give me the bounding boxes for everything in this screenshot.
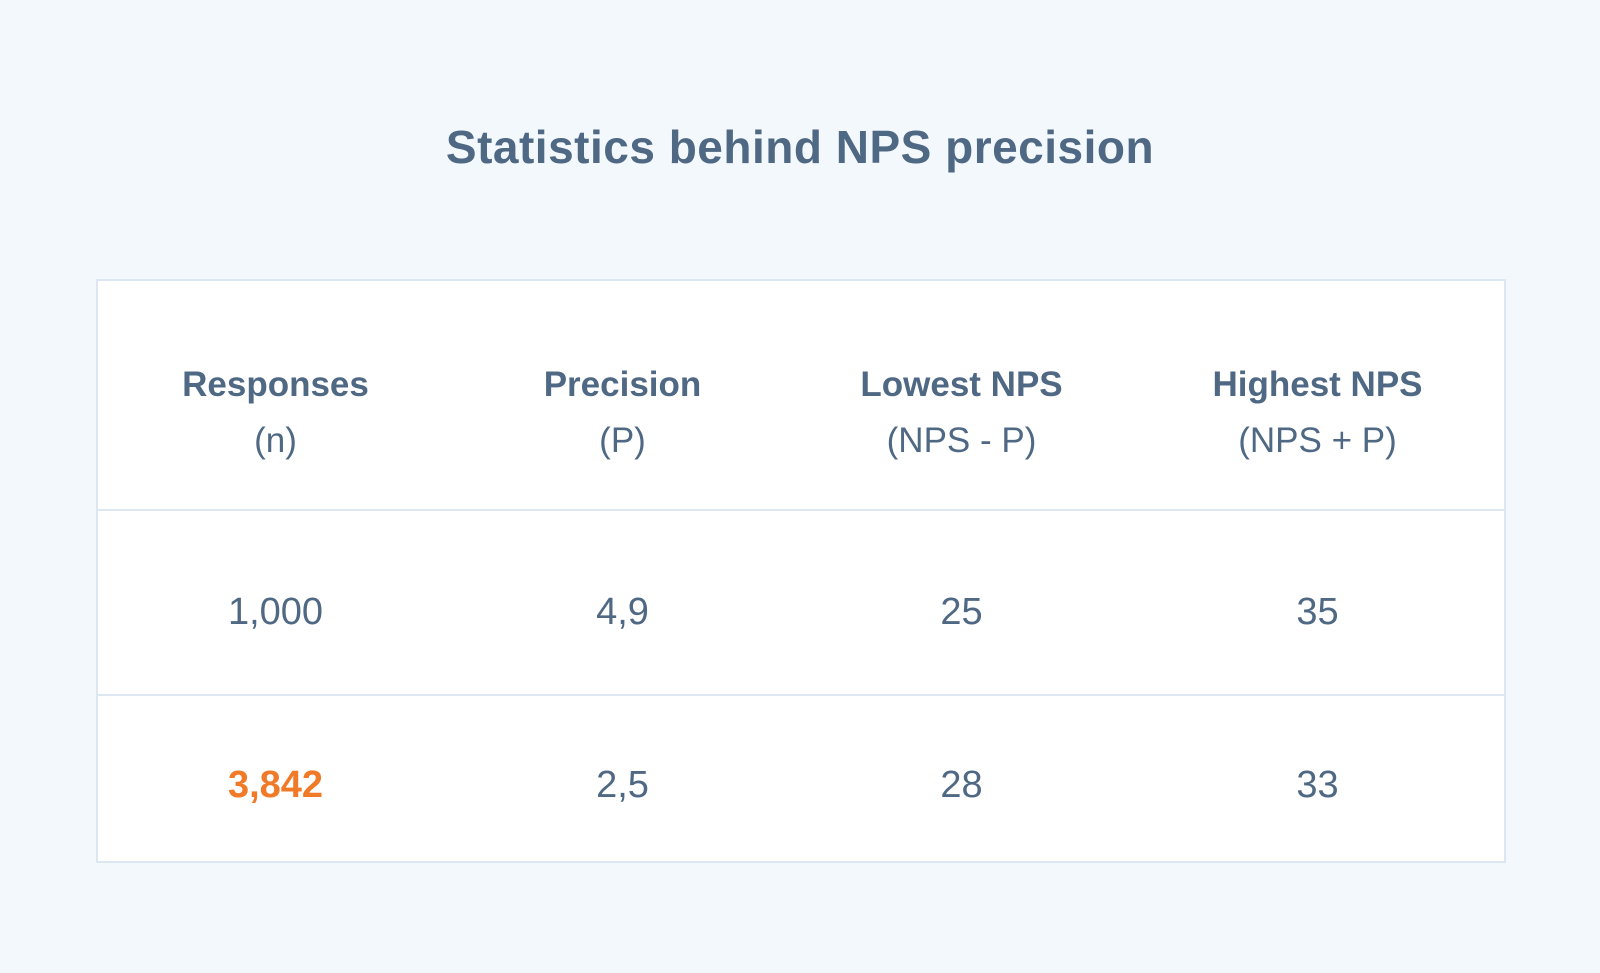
table-row: 1,000 4,9 25 35 — [98, 511, 1504, 696]
table-row: 3,842 2,5 28 33 — [98, 696, 1504, 863]
table-header-row: Responses (n) Precision (P) Lowest NPS (… — [98, 281, 1504, 511]
header-cell-precision: Precision (P) — [453, 281, 792, 509]
header-sublabel: (NPS + P) — [1238, 421, 1397, 460]
header-label: Highest NPS — [1212, 365, 1423, 404]
cell-value: 25 — [940, 591, 983, 633]
page-title: Statistics behind NPS precision — [445, 121, 1155, 173]
table-cell-precision: 4,9 — [453, 511, 792, 694]
table-cell-responses: 1,000 — [98, 511, 453, 694]
nps-precision-table: Responses (n) Precision (P) Lowest NPS (… — [96, 279, 1506, 863]
header-label: Precision — [543, 365, 702, 404]
table-cell-highest-nps: 33 — [1131, 696, 1504, 863]
header-sublabel: (NPS - P) — [886, 421, 1037, 460]
header-cell-lowest-nps: Lowest NPS (NPS - P) — [792, 281, 1131, 509]
highlighted-cell-value: 3,842 — [227, 764, 324, 806]
header-sublabel: (P) — [599, 421, 646, 460]
cell-value: 33 — [1296, 764, 1339, 806]
cell-value: 28 — [940, 764, 983, 806]
cell-value: 4,9 — [596, 591, 649, 633]
cell-value: 2,5 — [596, 764, 649, 806]
cell-value: 35 — [1296, 591, 1339, 633]
cell-value: 1,000 — [227, 591, 324, 633]
table-cell-highest-nps: 35 — [1131, 511, 1504, 694]
table-cell-lowest-nps: 28 — [792, 696, 1131, 863]
table-cell-responses: 3,842 — [98, 696, 453, 863]
table-cell-lowest-nps: 25 — [792, 511, 1131, 694]
header-sublabel: (n) — [254, 421, 297, 460]
header-cell-responses: Responses (n) — [98, 281, 453, 509]
table-cell-precision: 2,5 — [453, 696, 792, 863]
header-label: Lowest NPS — [860, 365, 1063, 404]
header-label: Responses — [182, 365, 369, 404]
header-cell-highest-nps: Highest NPS (NPS + P) — [1131, 281, 1504, 509]
